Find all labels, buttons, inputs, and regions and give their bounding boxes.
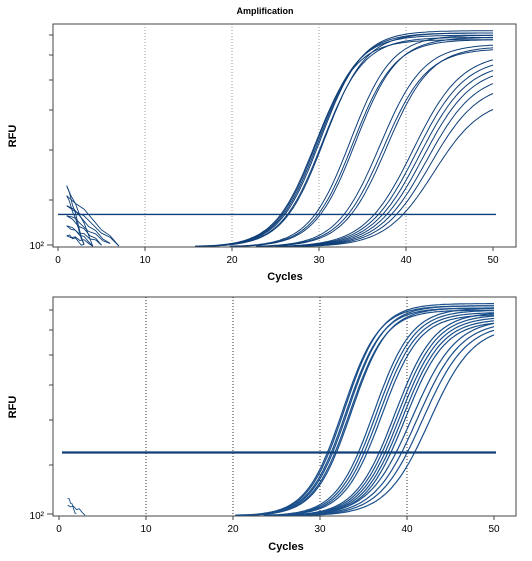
amplification-curve — [288, 75, 494, 247]
baseline-noise-trace — [66, 225, 102, 246]
baseline-noise-trace — [66, 185, 94, 247]
plot-area-frame — [52, 296, 517, 517]
amplification-curve — [263, 307, 495, 516]
y-axis-label: RFU — [7, 125, 19, 148]
baseline-noise-trace — [66, 195, 85, 245]
x-axis-label: Cycles — [267, 271, 302, 283]
amplification-curve — [293, 326, 495, 516]
x-tick-labels: 0 10 20 30 40 50 — [56, 524, 500, 535]
amplification-curve — [278, 313, 495, 516]
amplification-curve — [229, 34, 493, 247]
amplification-curve — [272, 314, 494, 516]
amplification-curve — [282, 315, 495, 516]
x-ticks — [57, 247, 494, 251]
amplification-curve — [292, 83, 494, 247]
x-tick-label: 20 — [226, 255, 238, 266]
x-tick-label: 50 — [488, 524, 500, 535]
baseline-noise-trace — [66, 215, 111, 244]
baseline-noise-trace — [66, 205, 120, 247]
amplification-curve — [297, 93, 494, 247]
amplification-curves — [66, 30, 494, 247]
x-tick-label: 30 — [314, 524, 326, 535]
amplification-curve — [275, 59, 494, 247]
baseline-noise-trace — [67, 504, 86, 516]
x-tick-label: 20 — [227, 524, 239, 535]
amplification-curve — [241, 305, 494, 516]
baseline-noise-trace — [66, 225, 94, 247]
amplification-curve — [303, 109, 494, 247]
amplification-curve — [284, 70, 494, 247]
amplification-curve — [262, 47, 494, 247]
amplification-curves — [67, 303, 495, 516]
plot-area-frame — [52, 23, 517, 248]
y-tick-label: 10² — [30, 511, 45, 522]
baseline-noise-trace — [66, 234, 85, 246]
x-tick-label: 40 — [400, 255, 412, 266]
y-axis-label: RFU — [7, 396, 19, 419]
chart-title: Amplification — [236, 6, 293, 16]
y-tick-label: 10² — [30, 241, 45, 252]
x-tick-label: 0 — [55, 255, 61, 266]
baseline-noise-trace — [67, 498, 77, 514]
amplification-curve — [258, 49, 494, 247]
y-ticks — [47, 309, 53, 515]
amplification-curve — [304, 334, 495, 516]
amplification-curve — [279, 64, 494, 247]
x-tick-label: 0 — [56, 524, 62, 535]
gridlines — [145, 297, 408, 516]
x-ticks — [58, 516, 495, 520]
x-tick-label: 30 — [313, 255, 325, 266]
baseline-noise-trace — [66, 215, 102, 246]
amplification-curve — [237, 303, 494, 516]
amplification-curve — [267, 312, 495, 516]
y-ticks — [47, 34, 53, 246]
amplification-curve — [285, 317, 495, 516]
x-tick-label: 10 — [140, 524, 152, 535]
x-tick-label: 10 — [139, 255, 151, 266]
x-tick-labels: 0 10 20 30 40 50 — [55, 255, 499, 266]
amplification-curve — [265, 310, 494, 516]
amplification-curve — [199, 30, 493, 247]
amplification-curve — [203, 32, 493, 247]
x-axis-label: Cycles — [268, 541, 303, 553]
amplification-curve — [231, 39, 494, 247]
amplification-chart-top: Amplification 0 10 20 — [7, 6, 517, 283]
baseline-noise-trace — [66, 235, 94, 247]
amplification-curve — [298, 329, 495, 516]
amplification-curve — [255, 44, 494, 247]
amplification-curve — [234, 37, 493, 247]
x-tick-label: 40 — [401, 524, 413, 535]
amplification-chart-bottom: 0 10 20 30 40 50 10² Cycles RFU — [7, 296, 517, 553]
amplification-curve — [243, 307, 494, 516]
x-tick-label: 50 — [487, 255, 499, 266]
